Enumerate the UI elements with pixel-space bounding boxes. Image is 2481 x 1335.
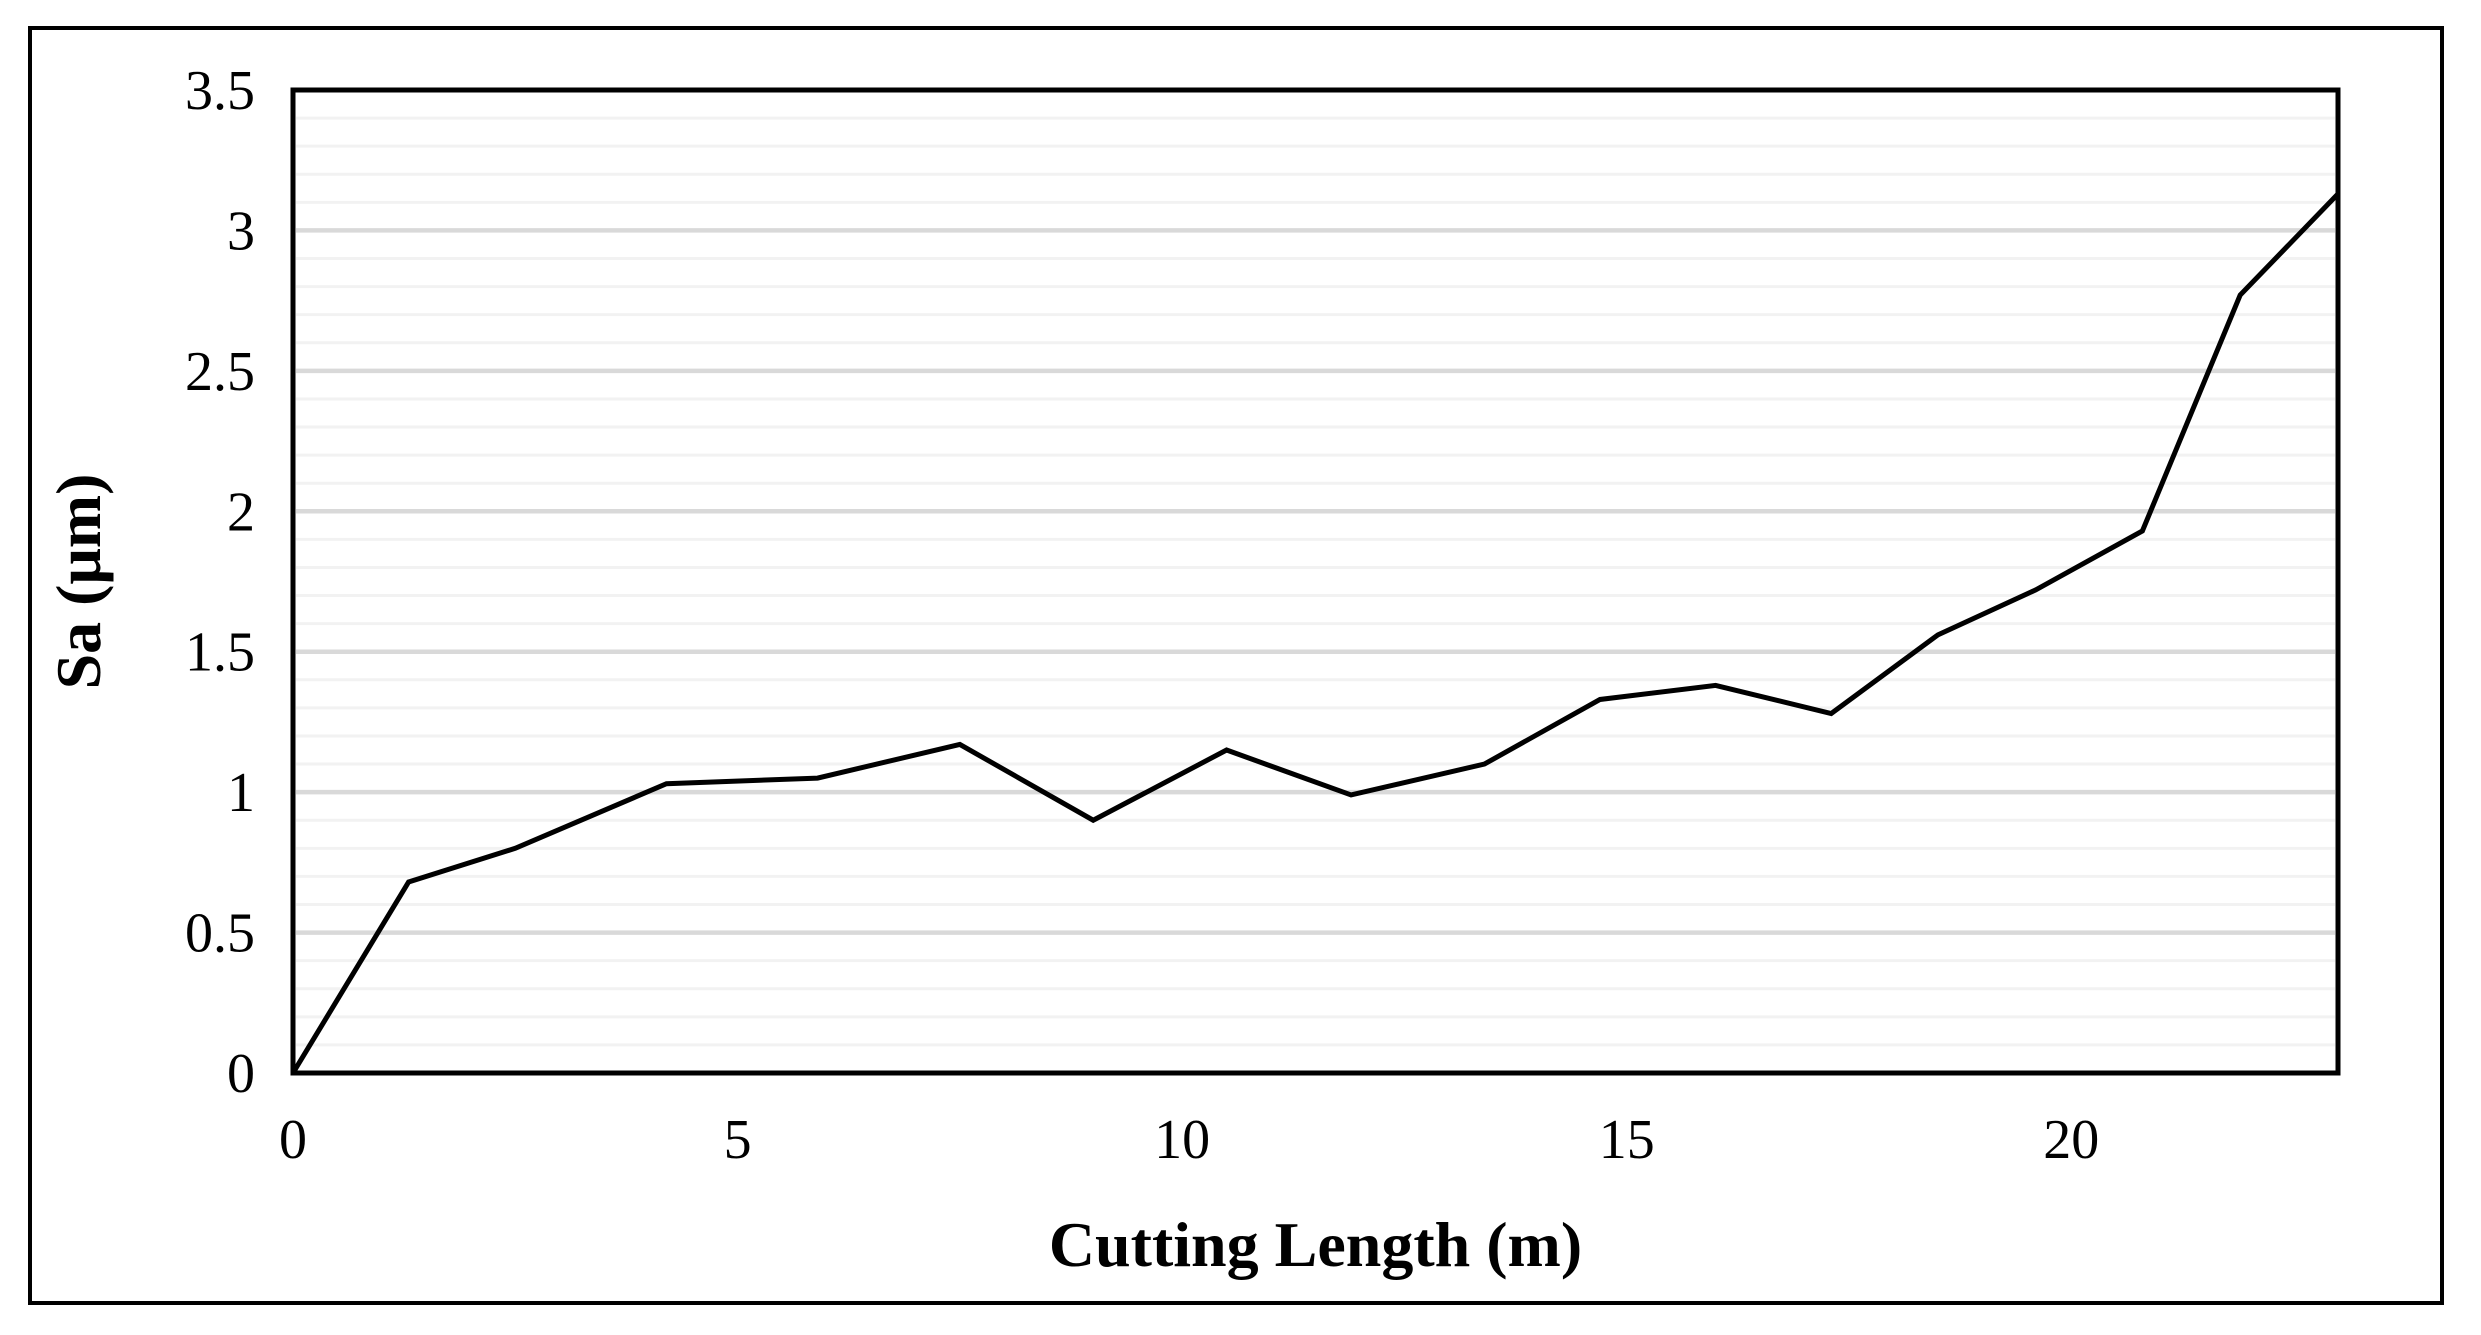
y-axis-tick-label: 3 <box>227 200 255 262</box>
y-axis-tick-label: 1 <box>227 762 255 824</box>
x-axis-tick-label: 0 <box>279 1109 307 1171</box>
y-axis-tick-label: 0 <box>227 1043 255 1105</box>
y-axis-title: Sa (μm) <box>43 474 114 690</box>
x-axis-tick-label: 5 <box>724 1109 752 1171</box>
data-series-line <box>290 191 2341 1076</box>
y-axis-tick-label: 2.5 <box>185 341 255 403</box>
figure-border <box>28 26 2444 1305</box>
y-axis-tick-label: 2 <box>227 481 255 543</box>
y-axis-tick-label: 1.5 <box>185 622 255 684</box>
y-axis-tick-label: 3.5 <box>185 60 255 122</box>
x-axis-tick-label: 15 <box>1599 1109 1655 1171</box>
x-axis-tick-label: 20 <box>2043 1109 2099 1171</box>
x-axis-title: Cutting Length (m) <box>1049 1209 1582 1280</box>
x-axis-tick-label: 10 <box>1154 1109 1210 1171</box>
y-axis-tick-label: 0.5 <box>185 903 255 965</box>
plot-border <box>290 87 2341 1076</box>
